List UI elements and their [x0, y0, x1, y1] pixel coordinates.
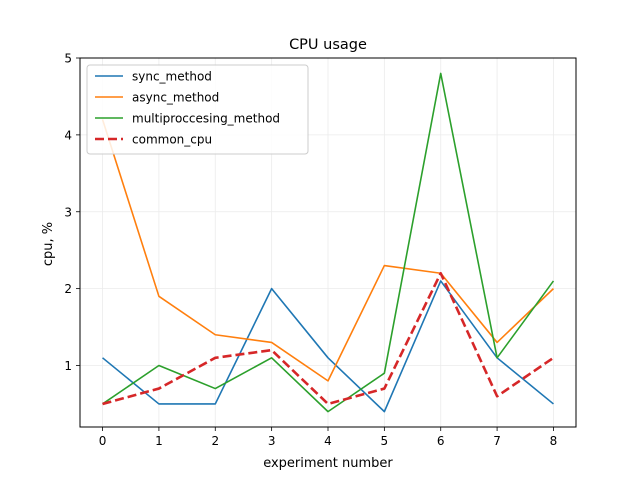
- legend-label: common_cpu: [132, 133, 212, 147]
- y-tick-label: 4: [64, 128, 72, 142]
- x-tick-label: 6: [437, 434, 445, 448]
- series-layer: [101, 72, 555, 413]
- legend-box: [86, 64, 309, 155]
- legend-label: sync_method: [132, 70, 212, 84]
- series-line-multiproccesing_method: [102, 72, 555, 413]
- legend-label: multiproccesing_method: [132, 112, 280, 126]
- x-tick-label: 0: [99, 434, 107, 448]
- x-tick-label: 4: [324, 434, 332, 448]
- legend: sync_method async_method multiproccesing_m…: [86, 64, 309, 155]
- x-tick-label: 1: [155, 434, 163, 448]
- y-tick-label: 2: [64, 282, 72, 296]
- x-tick-label: 5: [381, 434, 389, 448]
- y-axis-label: cpu, %: [41, 222, 56, 266]
- x-axis: 0 1 2 3 4 5 6 7 8: [99, 427, 558, 448]
- x-tick-label: 2: [211, 434, 219, 448]
- y-tick-label: 1: [64, 359, 72, 373]
- y-tick-label: 5: [64, 52, 72, 66]
- series-line-async_method: [101, 119, 555, 382]
- x-tick-label: 7: [493, 434, 501, 448]
- series-line-common_cpu: [102, 271, 555, 406]
- y-axis: 1 2 3 4 5: [64, 52, 80, 373]
- y-tick-label: 3: [64, 205, 72, 219]
- x-tick-label: 3: [268, 434, 276, 448]
- x-tick-label: 8: [550, 434, 558, 448]
- series-line-sync_method: [102, 280, 554, 413]
- legend-label: async_method: [132, 91, 219, 105]
- x-axis-label: experiment number: [263, 456, 393, 471]
- chart-title: CPU usage: [289, 37, 367, 53]
